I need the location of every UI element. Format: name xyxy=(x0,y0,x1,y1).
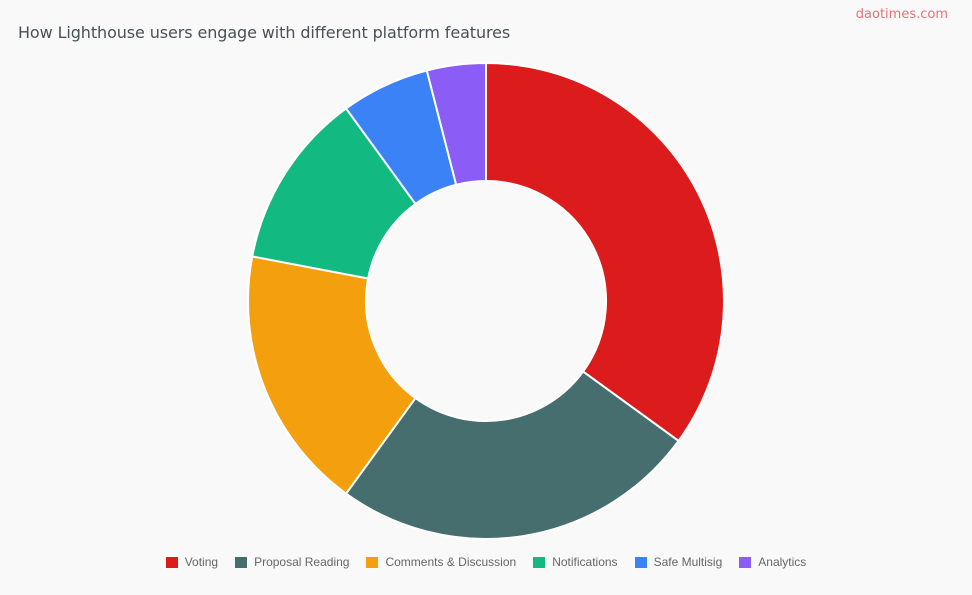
slice-voting[interactable] xyxy=(485,61,725,443)
legend-label: Voting xyxy=(184,555,219,569)
slice-proposal-reading[interactable] xyxy=(344,370,680,540)
legend-item-proposal-reading[interactable]: Proposal Reading xyxy=(235,555,349,569)
watermark: daotimes.com xyxy=(855,7,948,22)
legend-label: Proposal Reading xyxy=(254,555,350,569)
legend: Voting Proposal Reading Comments & Discu… xyxy=(0,555,972,569)
legend-label: Safe Multisig xyxy=(653,555,723,569)
slice-analytics[interactable] xyxy=(425,61,487,186)
legend-swatch xyxy=(366,556,379,568)
legend-item-safe-multisig[interactable]: Safe Multisig xyxy=(634,555,723,569)
legend-swatch xyxy=(739,556,752,568)
legend-item-notifications[interactable]: Notifications xyxy=(533,555,618,569)
chart-slices xyxy=(247,61,725,540)
legend-label: Notifications xyxy=(552,555,618,569)
slice-comments-discussion[interactable] xyxy=(247,255,417,495)
legend-label: Comments & Discussion xyxy=(385,555,517,569)
legend-item-analytics[interactable]: Analytics xyxy=(739,555,806,569)
legend-label: Analytics xyxy=(758,555,807,569)
legend-item-comments-discussion[interactable]: Comments & Discussion xyxy=(366,555,516,569)
legend-swatch xyxy=(165,556,178,568)
legend-item-voting[interactable]: Voting xyxy=(165,555,219,569)
legend-swatch xyxy=(533,556,546,568)
legend-swatch xyxy=(634,556,647,568)
legend-swatch xyxy=(235,556,248,568)
chart-title: How Lighthouse users engage with differe… xyxy=(18,23,511,42)
